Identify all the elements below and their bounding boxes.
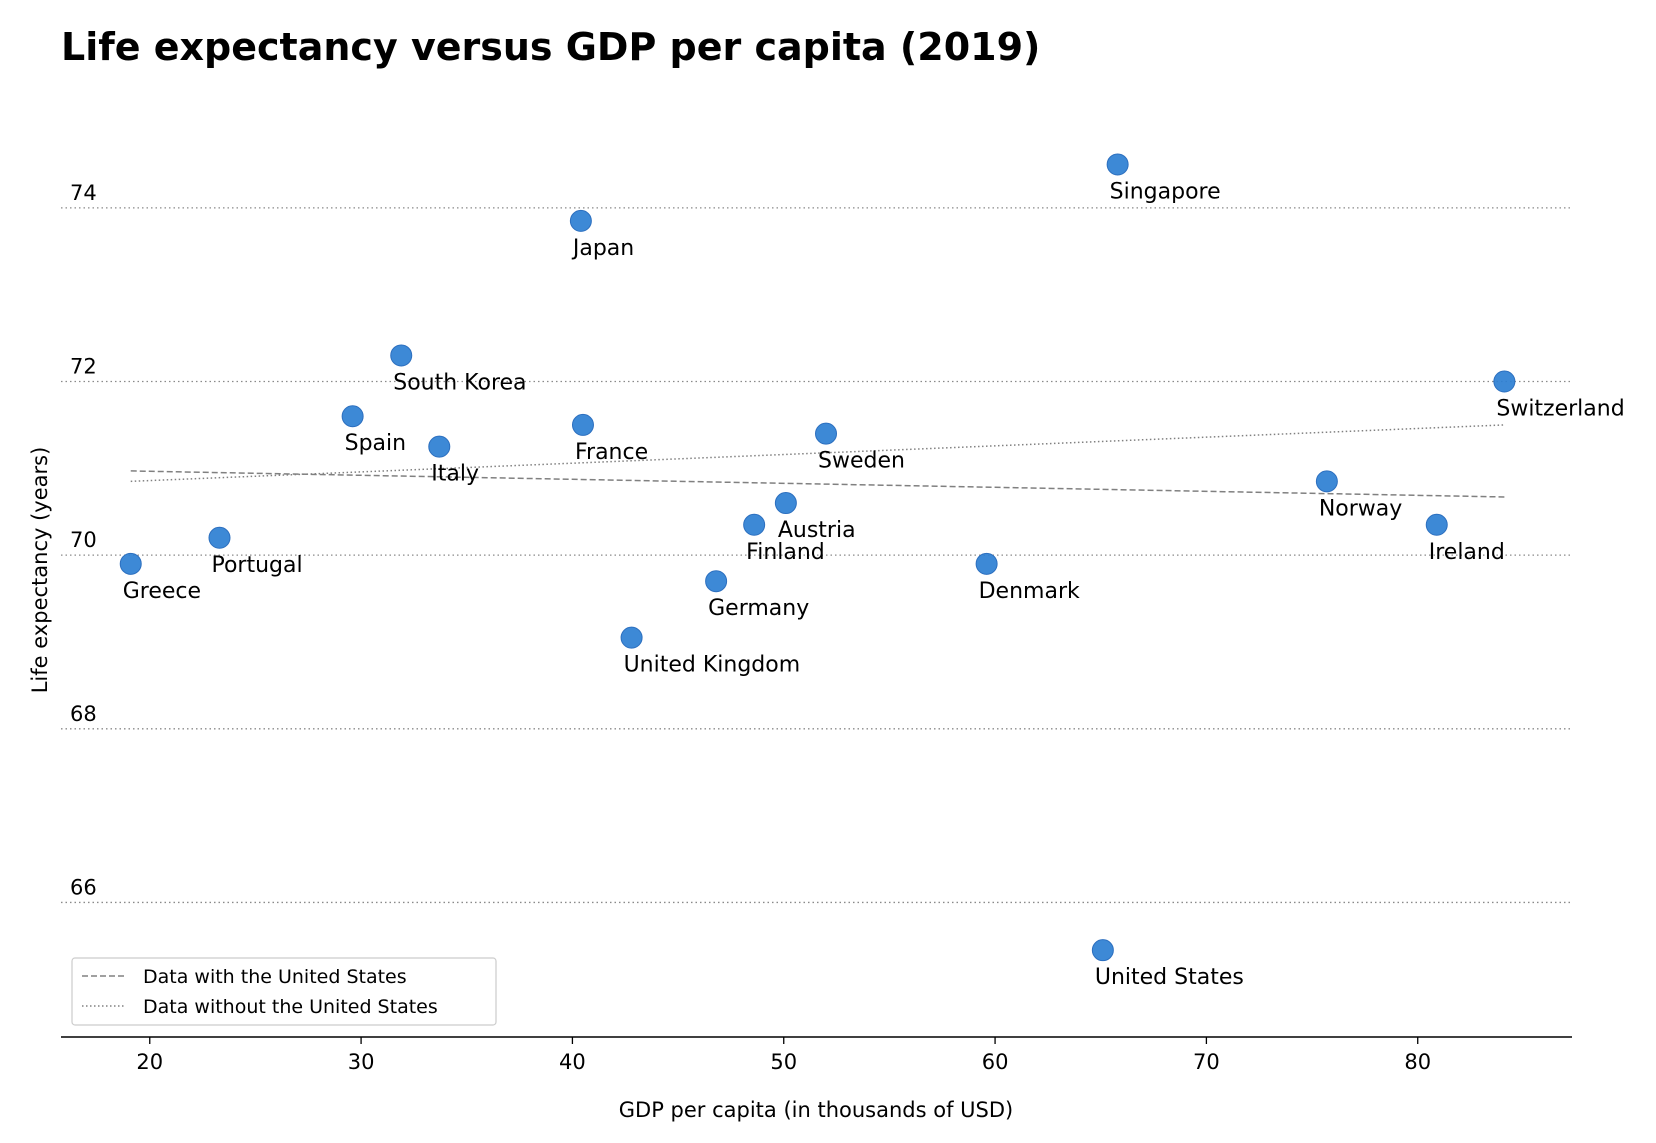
y-axis-tick-labels: 66 68 70 72 74 (70, 181, 97, 900)
trendlines (130, 424, 1505, 498)
point-portugal (208, 526, 231, 549)
point-japan (569, 209, 592, 232)
point-label-switzerland: Switzerland (1496, 397, 1624, 422)
point-south-korea (390, 344, 413, 367)
point-austria (774, 492, 797, 515)
x-axis-label: GDP per capita (in thousands of USD) (619, 1098, 1013, 1122)
point-label-portugal: Portugal (211, 553, 302, 578)
point-italy (428, 435, 451, 458)
x-tick-label: 60 (982, 1050, 1009, 1074)
point-ireland (1425, 513, 1448, 536)
point-denmark (975, 552, 998, 575)
y-tick-label: 70 (70, 528, 97, 552)
x-tick-label: 50 (770, 1050, 797, 1074)
point-spain (341, 405, 364, 428)
x-tick-label: 70 (1193, 1050, 1220, 1074)
point-label-japan: Japan (571, 236, 634, 261)
scatter-points (119, 153, 1516, 962)
point-label-denmark: Denmark (979, 579, 1080, 604)
point-switzerland (1493, 370, 1516, 393)
legend-entry-with-us: Data with the United States (143, 966, 407, 988)
trendline-dotted (130, 424, 1505, 483)
x-tick-label: 80 (1404, 1050, 1431, 1074)
chart-title: Life expectancy versus GDP per capita (2… (61, 25, 1040, 69)
point-united-states (1091, 939, 1114, 962)
point-label-austria: Austria (778, 518, 856, 543)
point-label-spain: Spain (345, 431, 406, 456)
point-label-finland: Finland (746, 540, 825, 565)
point-label-italy: Italy (431, 462, 479, 487)
point-greece (119, 552, 142, 575)
point-label-united-kingdom: United Kingdom (624, 653, 801, 678)
point-france (571, 413, 594, 436)
point-label-south-korea: South Korea (393, 370, 526, 395)
point-label-france: France (575, 440, 648, 465)
point-label-greece: Greece (123, 579, 201, 604)
point-singapore (1106, 153, 1129, 176)
x-tick-label: 20 (136, 1050, 163, 1074)
y-tick-label: 74 (70, 181, 97, 205)
point-label-germany: Germany (708, 596, 809, 621)
x-axis-ticks: 20 30 40 50 60 70 80 (136, 1037, 1431, 1074)
point-germany (705, 570, 728, 593)
legend-box (71, 957, 497, 1026)
point-labels: Greece Portugal Spain South Korea Italy Japan… (123, 179, 1625, 990)
point-sweden (815, 422, 838, 445)
x-tick-label: 30 (348, 1050, 375, 1074)
point-label-singapore: Singapore (1110, 179, 1221, 204)
trendline-dashed (130, 470, 1505, 498)
legend-entry-without-us: Data without the United States (143, 996, 438, 1018)
point-label-united-states: United States (1095, 965, 1244, 990)
y-tick-label: 72 (70, 355, 97, 379)
point-label-sweden: Sweden (818, 449, 905, 474)
y-tick-label: 68 (70, 702, 97, 726)
point-norway (1315, 470, 1338, 493)
point-label-norway: Norway (1319, 496, 1402, 521)
y-tick-label: 66 (70, 875, 97, 899)
point-united-kingdom (620, 626, 643, 649)
legend: Data with the United States Data without… (71, 957, 497, 1026)
point-finland (743, 513, 766, 536)
x-tick-label: 40 (559, 1050, 586, 1074)
y-axis-label: Life expectancy (years) (28, 447, 52, 694)
point-label-ireland: Ireland (1429, 540, 1505, 565)
